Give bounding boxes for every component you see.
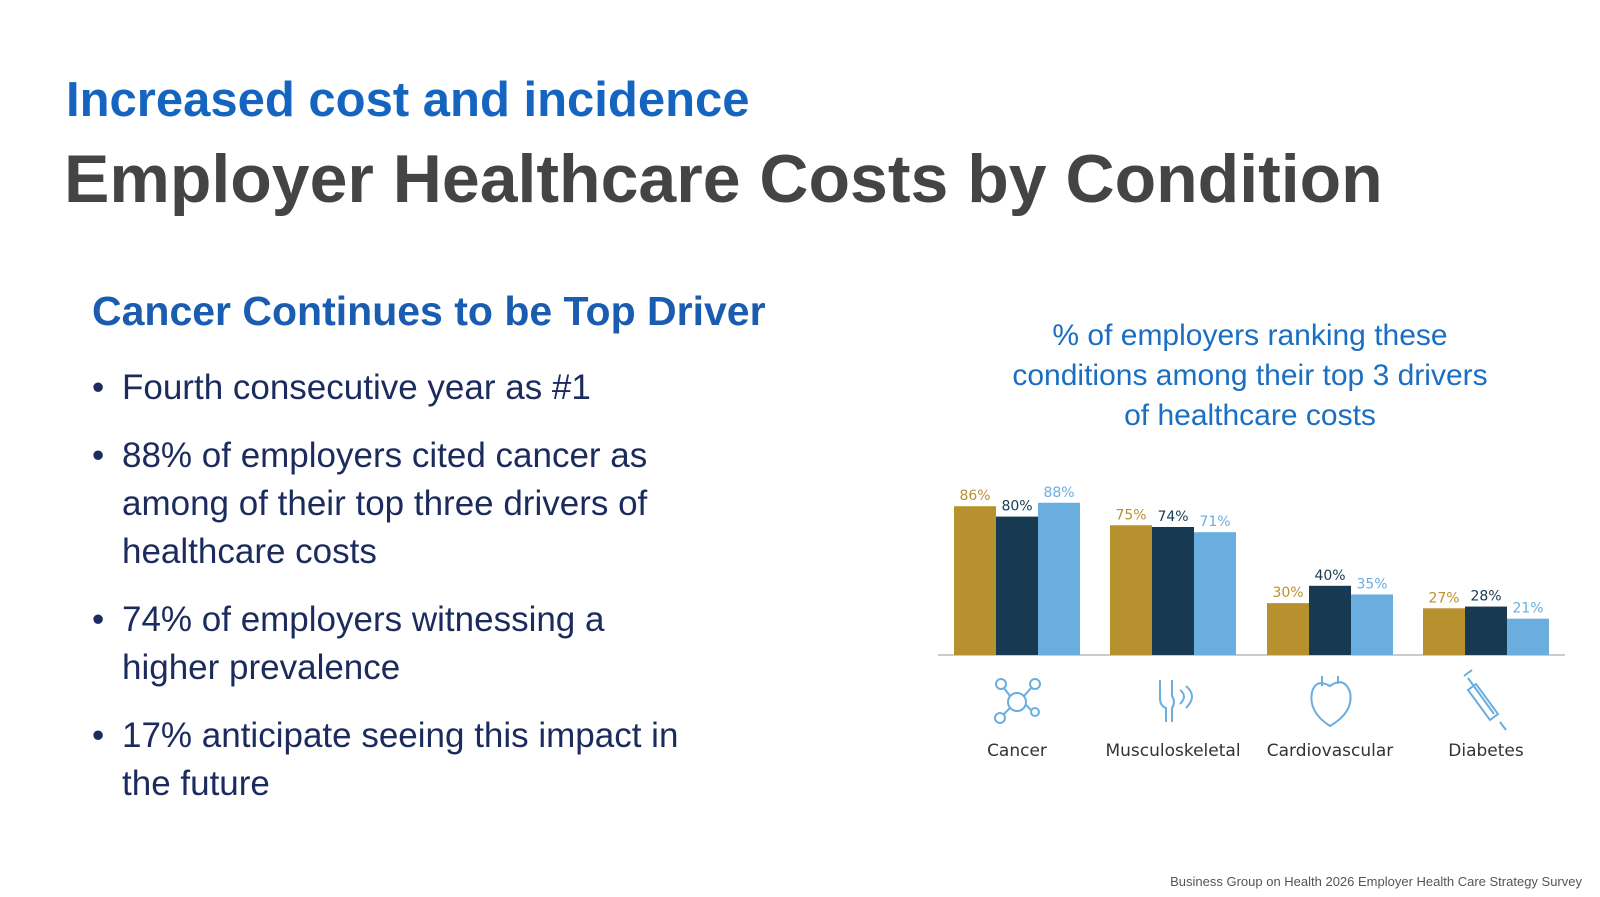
value-label: 74% xyxy=(1157,509,1188,525)
value-label: 21% xyxy=(1512,601,1543,617)
value-label: 80% xyxy=(1001,499,1032,515)
bar xyxy=(1351,594,1393,655)
bullet: 74% of employers witnessing a higher pre… xyxy=(90,596,690,692)
bullet: Fourth consecutive year as #1 xyxy=(90,364,690,412)
slide-title: Employer Healthcare Costs by Condition xyxy=(64,141,1383,217)
bar xyxy=(1110,525,1152,655)
bar xyxy=(1194,532,1236,655)
bullet: 17% anticipate seeing this impact in the… xyxy=(90,712,690,808)
x-tick-label: Cancer xyxy=(987,741,1047,761)
x-tick-label: Cardiovascular xyxy=(1267,741,1393,761)
value-label: 28% xyxy=(1470,589,1501,605)
value-label: 35% xyxy=(1356,576,1387,592)
cardiovascular-icon xyxy=(1310,676,1352,728)
bar xyxy=(1152,526,1194,655)
bar xyxy=(1507,618,1549,655)
bar xyxy=(954,506,996,655)
kicker: Increased cost and incidence xyxy=(66,73,750,127)
chart-title: % of employers ranking these conditions … xyxy=(1012,319,1488,432)
bar xyxy=(1267,603,1309,655)
musculoskeletal-icon xyxy=(1159,680,1193,722)
value-label: 71% xyxy=(1199,514,1230,530)
section-heading: Cancer Continues to be Top Driver xyxy=(92,288,766,334)
bar xyxy=(1465,606,1507,655)
bar xyxy=(1309,585,1351,655)
value-label: 40% xyxy=(1314,568,1345,584)
bar xyxy=(996,516,1038,655)
diabetes-icon xyxy=(1463,669,1507,731)
value-label: 75% xyxy=(1115,507,1146,523)
source-note: Business Group on Health 2026 Employer H… xyxy=(1170,874,1582,889)
value-label: 86% xyxy=(959,488,990,504)
bullet-list: Fourth consecutive year as #1 88% of empl… xyxy=(90,364,690,828)
bar xyxy=(1423,608,1465,655)
cancer-icon xyxy=(994,678,1041,724)
bullet: 88% of employers cited cancer as among o… xyxy=(90,432,690,576)
value-label: 30% xyxy=(1272,585,1303,601)
bar xyxy=(1038,502,1080,655)
x-tick-label: Diabetes xyxy=(1448,741,1524,761)
x-tick-label: Musculoskeletal xyxy=(1105,741,1240,761)
value-label: 88% xyxy=(1043,485,1074,501)
value-label: 27% xyxy=(1428,590,1459,606)
